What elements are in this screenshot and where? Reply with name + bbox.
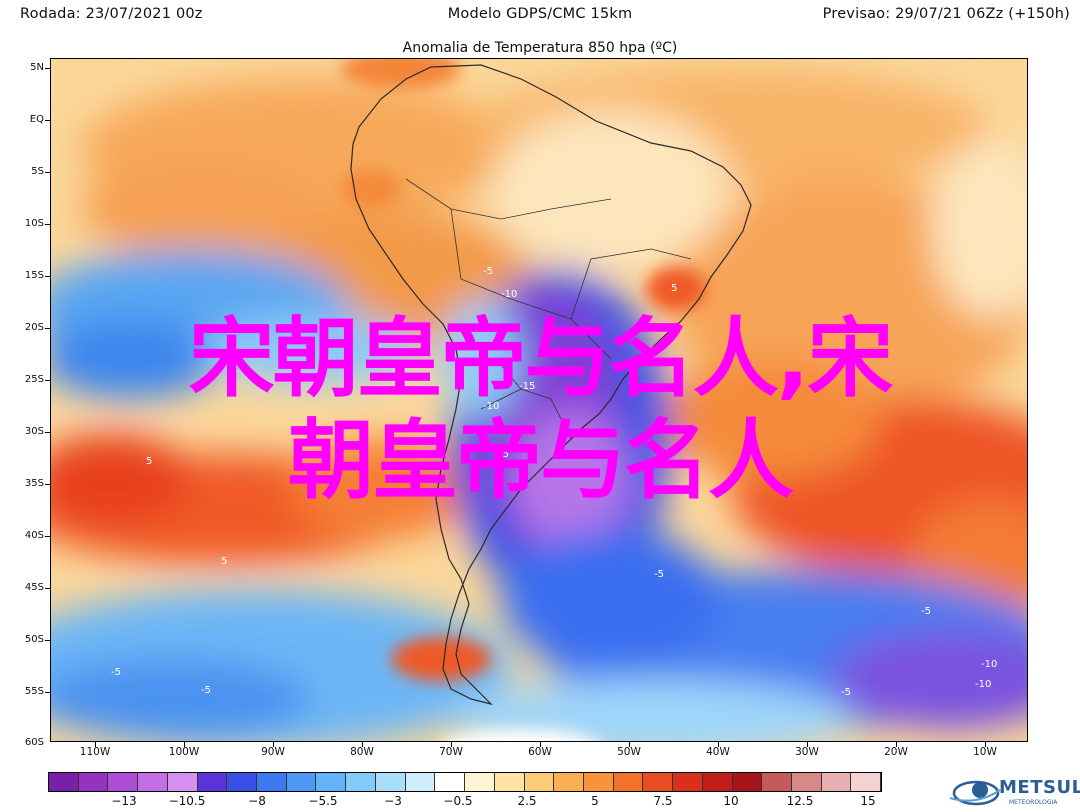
colorbar-cell: [346, 773, 376, 791]
colorbar-cell: [732, 773, 763, 791]
colorbar-cell: [762, 773, 792, 791]
lat-label: 50S: [24, 634, 44, 645]
colorbar-cell: [673, 773, 703, 791]
lon-label: 80W: [350, 746, 374, 758]
logo-wordmark: METSUL: [999, 777, 1080, 798]
colorbar-cell: [702, 773, 733, 791]
colorbar-cell: [49, 773, 79, 791]
colorbar-label: −0.5: [443, 794, 473, 808]
colorbar-cell: [554, 773, 584, 791]
contour-label: -5: [499, 449, 509, 460]
lon-label: 30W: [795, 746, 819, 758]
map-subtitle: Anomalia de Temperatura 850 hpa (ºC): [402, 40, 678, 56]
lon-label: 70W: [439, 746, 463, 758]
lat-label: 55S: [24, 686, 44, 697]
lat-label: 40S: [24, 530, 44, 541]
colorbar-cell: [494, 773, 525, 791]
lon-label: 60W: [528, 746, 552, 758]
contour-label: -10: [981, 659, 997, 670]
temperature-anomaly-map: -5 -10 -15 -10 -5 -5 -5 5 5 -5 -5 -5 -10…: [50, 58, 1028, 742]
colorbar-cell: [791, 773, 822, 791]
logo-subtitle: METEOROLOGIA: [1009, 799, 1058, 806]
lon-label: 110W: [79, 746, 111, 758]
colorbar-cell: [524, 773, 555, 791]
colorbar-cell: [108, 773, 139, 791]
lat-label: 25S: [24, 374, 44, 385]
contour-label: 5: [146, 456, 152, 467]
forecast-date-label: Previsao: 29/07/21 06Zz (+150h): [822, 6, 1070, 22]
lat-label: 15S: [24, 270, 44, 281]
contour-label: -10: [483, 401, 499, 412]
anomaly-field: -5 -10 -15 -10 -5 -5 -5 5 5 -5 -5 -5 -10…: [51, 59, 1027, 741]
lat-label: EQ: [29, 114, 44, 125]
contour-label: -10: [975, 679, 991, 690]
colorbar-label: 7.5: [653, 794, 673, 808]
lat-label: 5N: [30, 62, 44, 73]
colorbar-label: −13: [111, 794, 137, 808]
colorbar-label: −3: [384, 794, 402, 808]
run-date-label: Rodada: 23/07/2021 00z: [20, 6, 203, 22]
contour-label: 5: [221, 556, 227, 567]
colorbar-cell: [851, 773, 882, 791]
lat-label: 45S: [24, 582, 44, 593]
colorbar-label: −5.5: [308, 794, 338, 808]
colorbar-cell: [375, 773, 406, 791]
model-label: Modelo GDPS/CMC 15km: [447, 6, 633, 22]
colorbar-label: −8: [248, 794, 266, 808]
lon-label: 50W: [617, 746, 641, 758]
contour-label: -5: [111, 667, 121, 678]
lon-label: 10W: [973, 746, 997, 758]
colorbar-label: 10: [723, 794, 739, 808]
colorbar-label: −10.5: [168, 794, 206, 808]
colorbar-label: 5: [591, 794, 599, 808]
colorbar-cell: [405, 773, 436, 791]
colorbar-cell: [197, 773, 228, 791]
colorbar-label: 12.5: [786, 794, 814, 808]
contour-label: 5: [671, 283, 677, 294]
contour-label: -5: [841, 687, 851, 698]
contour-label: -5: [921, 606, 931, 617]
overlay-line-1: 宋朝皇帝与名人,宋: [188, 309, 894, 409]
colorbar-cell: [435, 773, 466, 791]
colorbar-cell: [821, 773, 852, 791]
colorbar-cell: [316, 773, 347, 791]
overlay-line-2: 朝皇帝与名人: [288, 411, 794, 511]
overlay-text: 宋朝皇帝与名人,宋 朝皇帝与名人: [0, 308, 1080, 512]
lat-label: 20S: [24, 322, 44, 333]
contour-label: -5: [654, 569, 664, 580]
lon-label: 90W: [261, 746, 285, 758]
lat-label: 10S: [24, 218, 44, 229]
colorbar-cell: [167, 773, 198, 791]
colorbar-cell: [78, 773, 109, 791]
colorbar-label: 15: [860, 794, 876, 808]
colorbar-cell: [465, 773, 495, 791]
contour-label: -5: [201, 685, 211, 696]
colorbar-cell: [227, 773, 258, 791]
lat-label: 60S: [24, 737, 44, 748]
lon-label: 20W: [884, 746, 908, 758]
colorbar-cell: [643, 773, 674, 791]
contour-label: -10: [501, 289, 517, 300]
metsul-logo-icon: [949, 780, 1001, 806]
colorbar-label: 2.5: [517, 794, 537, 808]
lon-label: 40W: [706, 746, 730, 758]
colorbar-cell: [286, 773, 317, 791]
lon-label: 100W: [168, 746, 200, 758]
south-america-coastline: [350, 64, 752, 706]
contour-label: -5: [483, 266, 493, 277]
colorbar-cell: [583, 773, 614, 791]
colorbar: [48, 772, 882, 792]
lat-label: 35S: [24, 478, 44, 489]
colorbar-cell: [138, 773, 168, 791]
colorbar-cell: [613, 773, 644, 791]
lat-label: 30S: [24, 426, 44, 437]
contour-label: -15: [519, 381, 535, 392]
lat-label: 5S: [31, 166, 44, 177]
colorbar-cell: [257, 773, 287, 791]
